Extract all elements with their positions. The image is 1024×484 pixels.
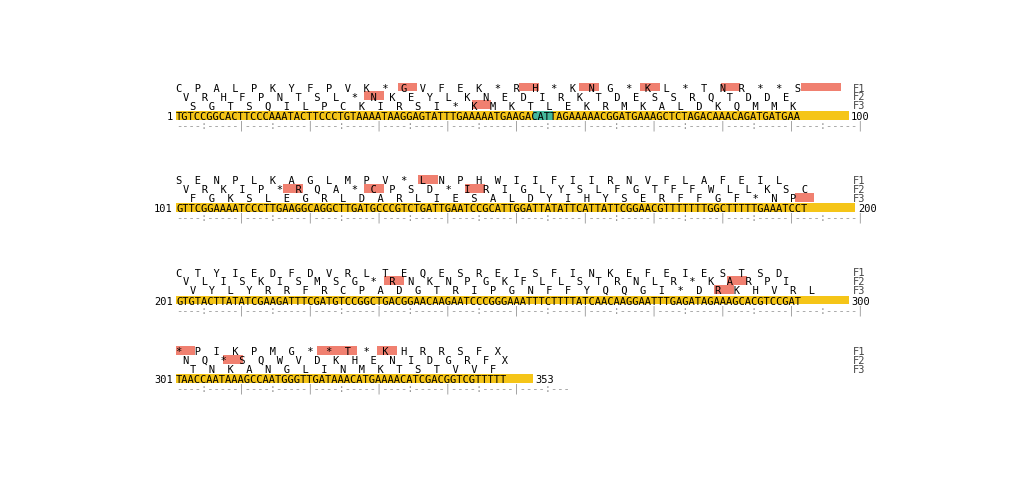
Bar xyxy=(472,101,492,110)
Text: ----:-----|----:-----|----:-----|----:-----|----:-----|----:-----|----:-----|---: ----:-----|----:-----|----:-----|----:--… xyxy=(176,305,863,315)
Bar xyxy=(176,296,849,305)
Bar xyxy=(176,346,196,355)
Bar xyxy=(317,346,337,355)
Text: F2: F2 xyxy=(853,355,865,365)
Text: F2: F2 xyxy=(853,92,865,102)
Text: F1: F1 xyxy=(853,83,865,93)
Bar xyxy=(284,184,303,193)
Text: F3: F3 xyxy=(853,364,865,374)
Text: 200: 200 xyxy=(858,204,877,213)
Text: S  G  T  S  Q  I  L  P  C  K  I  R  S  I  *  K  M  K  T  L  E  K  R  M  K  A  L : S G T S Q I L P C K I R S I * K M K T L … xyxy=(189,101,796,111)
Text: 301: 301 xyxy=(155,374,173,384)
Text: 353: 353 xyxy=(535,374,554,384)
Text: F2: F2 xyxy=(853,277,865,287)
Text: F3: F3 xyxy=(853,101,865,111)
Text: 300: 300 xyxy=(851,296,869,306)
Text: C  T  Y  I  E  D  F  D  V  R  L  T  E  Q  E  S  R  E  I  S  F  I  N  K  E  F  E : C T Y I E D F D V R L T E Q E S R E I S … xyxy=(176,268,782,278)
Bar xyxy=(176,204,855,212)
Bar xyxy=(176,374,532,383)
Text: 101: 101 xyxy=(155,204,173,213)
Text: F1: F1 xyxy=(853,268,865,278)
Bar xyxy=(337,346,357,355)
Text: 1: 1 xyxy=(167,111,173,121)
Bar xyxy=(465,184,484,193)
Text: *  P  I  K  P  M  G  *  *  T  *  K  H  R  R  S  F  X: * P I K P M G * * T * K H R R S F X xyxy=(176,346,501,356)
Bar xyxy=(176,111,849,121)
Bar xyxy=(384,277,404,286)
Text: TGTCCGGCACTTCCCAAATACTTCCCTGTAAAATAAGGAGTATTTGAAAAATGAAGACATTAGAAAAACGGATGAAAGCT: TGTCCGGCACTTCCCAAATACTTCCCTGTAAAATAAGGAG… xyxy=(176,111,801,121)
Text: F1: F1 xyxy=(853,346,865,356)
Text: ----:-----|----:-----|----:-----|----:-----|----:-----|----:-----|----:-----|---: ----:-----|----:-----|----:-----|----:--… xyxy=(176,121,863,131)
Text: T  N  K  A  N  G  L  I  N  M  K  T  S  T  V  V  F: T N K A N G L I N M K T S T V V F xyxy=(189,364,496,374)
Text: F1: F1 xyxy=(853,176,865,186)
Text: V  L  I  S  K  I  S  M  S  G  *  R  N  K  N  P  G  K  F  L  L  S  T  R  N  L  R : V L I S K I S M S G * R N K N P G K F L … xyxy=(182,277,790,287)
Bar xyxy=(580,83,599,92)
Bar xyxy=(397,83,418,92)
Bar xyxy=(727,277,748,286)
Bar xyxy=(714,286,733,294)
Text: N  Q  *  S  Q  W  V  D  K  H  E  N  I  D  G  R  F  X: N Q * S Q W V D K H E N I D G R F X xyxy=(182,355,508,365)
Text: 201: 201 xyxy=(155,296,173,306)
Bar xyxy=(223,355,243,364)
Bar xyxy=(640,83,659,92)
Text: ----:-----|----:-----|----:-----|----:-----|----:-----|----:---: ----:-----|----:-----|----:-----|----:--… xyxy=(176,383,569,393)
Text: V  R  H  F  P  N  T  S  L  *  N  K  E  Y  L  K  N  E  D  I  R  K  T  D  E  S  S : V R H F P N T S L * N K E Y L K N E D I … xyxy=(182,92,790,102)
Text: C  P  A  L  P  K  Y  F  P  V  K  *  G  V  F  E  K  *  R  H  *  K  N  G  *  K  L : C P A L P K Y F P V K * G V F E K * R H … xyxy=(176,83,801,93)
Text: GTGTACTTATATCGAAGATTTCGATGTCCGGCTGACGGAACAAGAATCCCGGGAAATTTCTTTTATCAACAAGGAATTTG: GTGTACTTATATCGAAGATTTCGATGTCCGGCTGACGGAA… xyxy=(176,296,801,306)
Text: F3: F3 xyxy=(853,286,865,296)
Text: S  E  N  P  L  K  A  G  L  M  P  V  *  L  N  P  H  W  I  I  F  I  I  R  N  V  F : S E N P L K A G L M P V * L N P H W I I … xyxy=(176,176,782,186)
Bar xyxy=(721,83,740,92)
Bar xyxy=(801,83,821,92)
Bar xyxy=(378,346,397,355)
Bar xyxy=(364,92,384,101)
Bar xyxy=(418,176,437,184)
Text: ----:-----|----:-----|----:-----|----:-----|----:-----|----:-----|----:-----|---: ----:-----|----:-----|----:-----|----:--… xyxy=(176,212,863,223)
Text: GTTCGGAAAATCCCTTGAAGGCAGGCTTGATGCCCGTCTGATTGAATCCGCATTGGATTATATTCATTATTCGGAACGTT: GTTCGGAAAATCCCTTGAAGGCAGGCTTGATGCCCGTCTG… xyxy=(176,204,807,213)
Text: F2: F2 xyxy=(853,184,865,195)
Bar xyxy=(795,193,814,202)
Text: V  R  K  I  P  *  R  Q  A  *  C  P  S  D  *  I  R  I  G  L  Y  S  L  F  G  T  F : V R K I P * R Q A * C P S D * I R I G L … xyxy=(182,184,808,195)
Text: F3: F3 xyxy=(853,193,865,203)
Text: V  Y  L  Y  R  R  F  R  C  P  A  D  G  T  R  I  P  G  N  F  F  Y  Q  Q  G  I  * : V Y L Y R R F R C P A D G T R I P G N F … xyxy=(189,286,814,296)
Bar xyxy=(821,83,842,92)
Text: TAACCAATAAAGCCAATGGGTTGATAAACATGAAAACATCGACGGTCGTTTTT: TAACCAATAAAGCCAATGGGTTGATAAACATGAAAACATC… xyxy=(176,374,507,384)
Text: F  G  K  S  L  E  G  R  L  D  A  R  L  I  E  S  A  L  D  Y  I  H  Y  S  E  R  F : F G K S L E G R L D A R L I E S A L D Y … xyxy=(189,193,796,203)
Text: 100: 100 xyxy=(851,111,869,121)
Bar xyxy=(364,184,384,193)
Bar xyxy=(519,83,539,92)
Bar xyxy=(532,111,553,121)
